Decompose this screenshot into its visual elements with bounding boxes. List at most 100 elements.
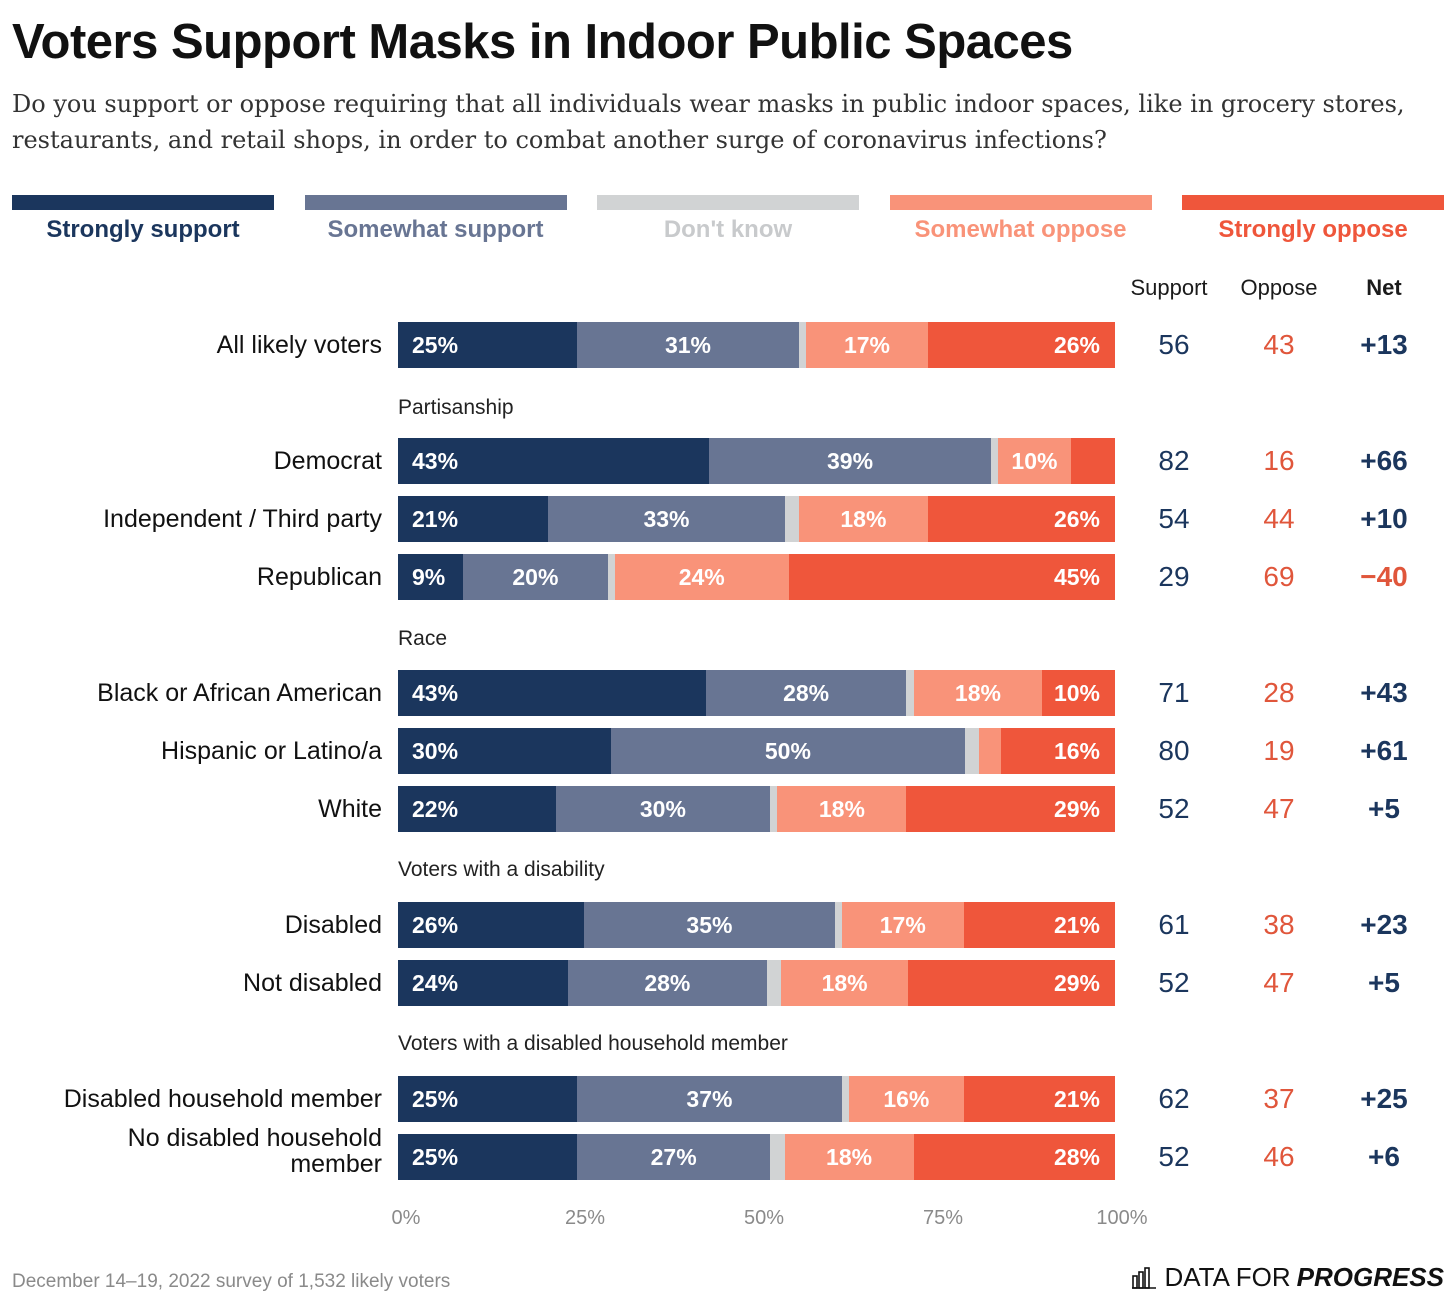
brand-prefix: DATA FOR — [1164, 1262, 1291, 1292]
data-label: 25% — [412, 1086, 459, 1112]
oppose-value: 19 — [1263, 735, 1295, 766]
group-label: Voters with a disability — [398, 858, 605, 881]
bar-segment-dont_know — [906, 670, 915, 716]
chart-subtitle: Do you support or oppose requiring that … — [12, 90, 1405, 154]
group-label: Partisanship — [398, 396, 514, 419]
x-tick-label: 0% — [391, 1207, 421, 1229]
support-value: 52 — [1158, 1141, 1190, 1172]
bar-segment-somewhat_support — [705, 670, 907, 716]
data-label: 28% — [783, 680, 830, 706]
bar-segment-strongly_support — [398, 960, 569, 1006]
bar-segment-dont_know — [770, 1134, 786, 1180]
data-label: 25% — [412, 1144, 459, 1170]
row-label: Independent / Third party — [103, 505, 382, 533]
bar-segment-dont_know — [991, 438, 999, 484]
row-label: Not disabled — [243, 969, 382, 997]
data-label: 43% — [412, 680, 459, 706]
data-label: 18% — [826, 1144, 873, 1170]
legend-swatch-somewhat_support — [304, 195, 567, 210]
bar-segment-dont_know — [607, 554, 616, 600]
data-label: 26% — [1053, 332, 1100, 358]
data-label: 39% — [826, 448, 874, 474]
data-label: 20% — [512, 564, 559, 590]
bar-segment-somewhat_oppose — [979, 728, 1002, 774]
x-tick-label: 50% — [743, 1207, 785, 1229]
data-label: 18% — [840, 506, 887, 532]
data-label: 21% — [1053, 912, 1100, 938]
support-value: 29 — [1158, 561, 1190, 592]
data-label: 30% — [639, 796, 686, 822]
bar-segment-dont_know — [784, 496, 800, 542]
chart-title: Voters Support Masks in Indoor Public Sp… — [12, 15, 1073, 69]
data-label: 18% — [821, 970, 868, 996]
support-value: 61 — [1158, 909, 1190, 940]
net-value: −40 — [1360, 561, 1408, 592]
row-label: No disabled household member — [127, 1124, 382, 1178]
bar-chart-logo-icon — [1132, 1266, 1157, 1289]
data-label: 10% — [1011, 448, 1058, 474]
data-label: 45% — [1053, 564, 1100, 590]
data-label: 43% — [412, 448, 459, 474]
bar-segment-strongly_oppose — [1070, 438, 1115, 484]
data-label: 21% — [1053, 1086, 1100, 1112]
bar-segment-somewhat_support — [577, 1076, 843, 1122]
net-value: +10 — [1360, 503, 1408, 534]
data-label: 25% — [412, 332, 459, 358]
legend-swatch-dont_know — [597, 195, 859, 210]
bar-segment-strongly_oppose — [963, 1076, 1115, 1122]
support-value: 62 — [1158, 1083, 1190, 1114]
bar-segment-somewhat_support — [463, 554, 609, 600]
net-value: +23 — [1360, 909, 1408, 940]
support-value: 71 — [1158, 677, 1190, 708]
bar-segment-strongly_support — [398, 1134, 578, 1180]
data-label: 26% — [1053, 506, 1100, 532]
legend-label-dont_know: Don't know — [663, 216, 793, 243]
oppose-value: 28 — [1263, 677, 1295, 708]
bar-segment-somewhat_oppose — [780, 960, 909, 1006]
net-value: +5 — [1368, 793, 1400, 824]
bar-segment-strongly_oppose — [927, 496, 1115, 542]
bar-segment-strongly_support — [398, 1076, 578, 1122]
oppose-value: 16 — [1263, 445, 1295, 476]
net-value: +13 — [1360, 329, 1408, 360]
bar-segment-strongly_oppose — [906, 786, 1115, 832]
bar-segment-somewhat_support — [548, 496, 786, 542]
data-label: 21% — [412, 506, 459, 532]
bar-segment-strongly_oppose — [927, 322, 1115, 368]
data-label: 50% — [764, 738, 811, 764]
bar-segment-strongly_oppose — [1000, 728, 1115, 774]
bar-segment-dont_know — [834, 902, 843, 948]
row-label: Hispanic or Latino/a — [161, 737, 382, 765]
oppose-value: 69 — [1263, 561, 1295, 592]
bar-segment-somewhat_oppose — [841, 902, 965, 948]
row-label: White — [318, 795, 382, 823]
x-tick-label: 25% — [564, 1207, 606, 1229]
bar-segment-somewhat_support — [568, 960, 768, 1006]
bar-segment-somewhat_oppose — [777, 786, 907, 832]
legend-swatch-strongly_oppose — [1182, 195, 1444, 210]
legend-label-strongly_oppose: Strongly oppose — [1218, 216, 1408, 243]
bar-segment-somewhat_oppose — [998, 438, 1072, 484]
bar-segment-somewhat_oppose — [913, 670, 1043, 716]
legend-label-somewhat_support: Somewhat support — [327, 216, 544, 243]
net-column-header: Net — [1366, 275, 1402, 300]
bar-segment-strongly_support — [398, 438, 710, 484]
net-value: +61 — [1360, 735, 1408, 766]
data-label: 30% — [412, 738, 459, 764]
support-value: 52 — [1158, 967, 1190, 998]
oppose-value: 44 — [1263, 503, 1295, 534]
oppose-column-header: Oppose — [1240, 275, 1318, 300]
net-value: +43 — [1360, 677, 1408, 708]
net-value: +5 — [1368, 967, 1400, 998]
net-value: +25 — [1360, 1083, 1408, 1114]
oppose-value: 47 — [1263, 793, 1295, 824]
bar-segment-strongly_support — [398, 786, 557, 832]
data-label: 27% — [650, 1144, 697, 1170]
bar-segment-strongly_oppose — [788, 554, 1115, 600]
support-value: 82 — [1158, 445, 1190, 476]
data-label: 35% — [686, 912, 733, 938]
x-tick-label: 75% — [922, 1207, 964, 1229]
brand-emphasis: PROGRESS — [1296, 1262, 1444, 1292]
data-label: 29% — [1053, 796, 1100, 822]
legend-swatch-strongly_support — [12, 195, 274, 210]
